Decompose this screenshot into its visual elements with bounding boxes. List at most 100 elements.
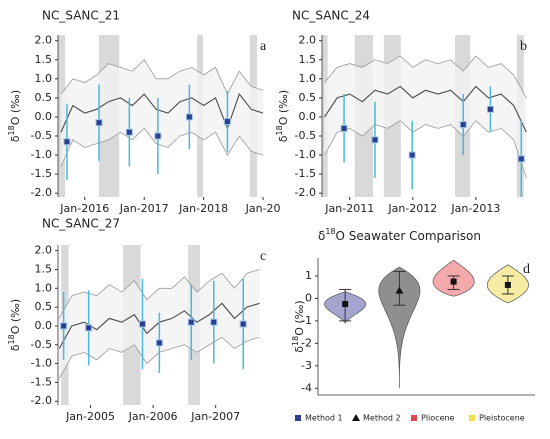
point [63,138,71,146]
point [459,121,467,129]
y-axis-label-part: δ [9,344,22,351]
y-tick-label: -4 [301,381,312,394]
y-tick-label: 0.0 [35,110,53,123]
mean-marker [450,278,457,285]
panel-label: c [260,249,266,264]
y-tick-label: -2.0 [295,186,316,199]
point [85,324,93,332]
y-axis-label-sup: 18 [275,125,284,135]
panel-label: b [520,39,527,54]
y-axis-label-part: O (‰) [293,300,306,336]
x-tick-label: Jan-2013 [450,202,500,215]
chart-title-part: δ [318,229,325,243]
mean-marker [504,281,511,288]
point [486,105,494,113]
chart-title: δ18O Seawater Comparison [318,227,481,243]
y-axis-label-part: δ [277,135,290,142]
y-tick-label: 0.0 [299,110,317,123]
band-edge [324,55,527,99]
y-tick-label: 0.5 [35,91,53,104]
x-tick-label: Jan-2018 [178,202,228,215]
point [155,339,163,347]
mean-marker [342,301,349,308]
y-axis-label-part: O (‰) [277,90,290,126]
y-tick-label: 1.5 [299,53,317,66]
y-axis-label-part: O (‰) [9,90,22,126]
y-tick-label: 2.0 [35,34,53,47]
point [154,132,162,140]
band [60,59,264,167]
x-tick-label: Jan-2006 [128,410,178,423]
y-axis-label-part: δ [293,346,306,353]
y-tick-label: -0.5 [31,129,52,142]
chart-title: NC_SANC_24 [292,9,370,23]
point [239,320,247,328]
x-tick-label: Jan-2007 [190,410,240,423]
y-tick-label: 1 [305,269,312,282]
x-tick-label: Jan-2012 [387,202,437,215]
chart-title-sup: 18 [325,227,335,236]
y-tick-label: -1.0 [295,148,316,161]
band-edge [60,127,264,167]
band-edge [58,269,260,319]
x-tick-label: Jan-2011 [324,202,374,215]
legend-marker [352,414,360,421]
y-axis-label-sup: 18 [7,334,16,344]
y-tick-label: 1.0 [35,281,53,294]
y-tick-label: 1.5 [35,53,53,66]
y-tick-label: -0.5 [31,338,52,351]
mean-line [324,85,527,133]
point [340,124,348,132]
y-tick-label: 1.0 [299,72,317,85]
band-edge [60,59,264,96]
point [408,151,416,159]
y-axis-label: δ18O (‰) [291,300,307,352]
point [210,318,218,326]
legend-label: Method 2 [363,414,401,423]
x-tick-label: Jan-20 [245,202,281,215]
point [223,118,231,126]
y-tick-label: 0 [305,291,312,304]
legend-marker [411,415,417,421]
x-tick-label: Jan-2005 [65,410,115,423]
point [138,320,146,328]
y-axis-label-sup: 18 [291,336,300,346]
y-tick-label: 0.5 [299,91,317,104]
point [125,128,133,136]
x-tick-label: Jan-2017 [119,202,169,215]
y-tick-label: -1.5 [295,167,316,180]
y-tick-label: 2.0 [35,244,53,257]
y-tick-label: -1.0 [31,357,52,370]
y-axis-label: δ18O (‰) [7,299,23,351]
point [187,318,195,326]
y-tick-label: -2 [301,336,312,349]
band-edge [324,120,527,179]
y-tick-label: -2.0 [31,186,52,199]
y-tick-label: -1.5 [31,375,52,388]
y-axis-label-part: O (‰) [9,299,22,335]
violin [378,266,421,389]
y-tick-label: 1.5 [35,262,53,275]
legend-marker [295,415,301,421]
y-tick-label: 2.0 [299,34,317,47]
point [95,119,103,127]
point [60,322,68,330]
panel-label: d [523,262,530,277]
y-tick-label: 0.5 [35,300,53,313]
chart-title: NC_SANC_27 [42,217,120,231]
legend-label: Method 1 [305,414,343,423]
point [517,155,525,163]
y-axis-label-sup: 18 [7,125,16,135]
legend-label: Pliocene [421,414,455,423]
legend-marker [469,415,475,421]
panel-label: a [260,39,267,54]
chart-title: NC_SANC_21 [42,9,120,23]
y-axis-label: δ18O (‰) [7,90,23,142]
y-axis-label-part: δ [9,135,22,142]
chart-title-part: O Seawater Comparison [336,229,481,243]
y-tick-label: -1 [301,314,312,327]
point [371,136,379,144]
y-tick-label: -1.0 [31,148,52,161]
y-tick-label: -1.5 [31,167,52,180]
